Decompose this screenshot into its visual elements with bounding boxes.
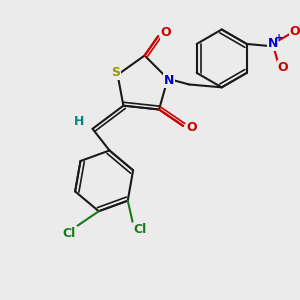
Text: Cl: Cl	[134, 223, 147, 236]
Text: +: +	[274, 33, 283, 43]
Text: O: O	[187, 121, 197, 134]
Text: O: O	[160, 26, 171, 39]
Text: H: H	[74, 115, 84, 128]
Text: O: O	[277, 61, 288, 74]
Text: O: O	[290, 25, 300, 38]
Text: -: -	[298, 21, 300, 31]
Text: N: N	[164, 74, 174, 87]
Text: S: S	[111, 66, 120, 80]
Text: Cl: Cl	[62, 227, 76, 240]
Text: N: N	[268, 38, 278, 50]
